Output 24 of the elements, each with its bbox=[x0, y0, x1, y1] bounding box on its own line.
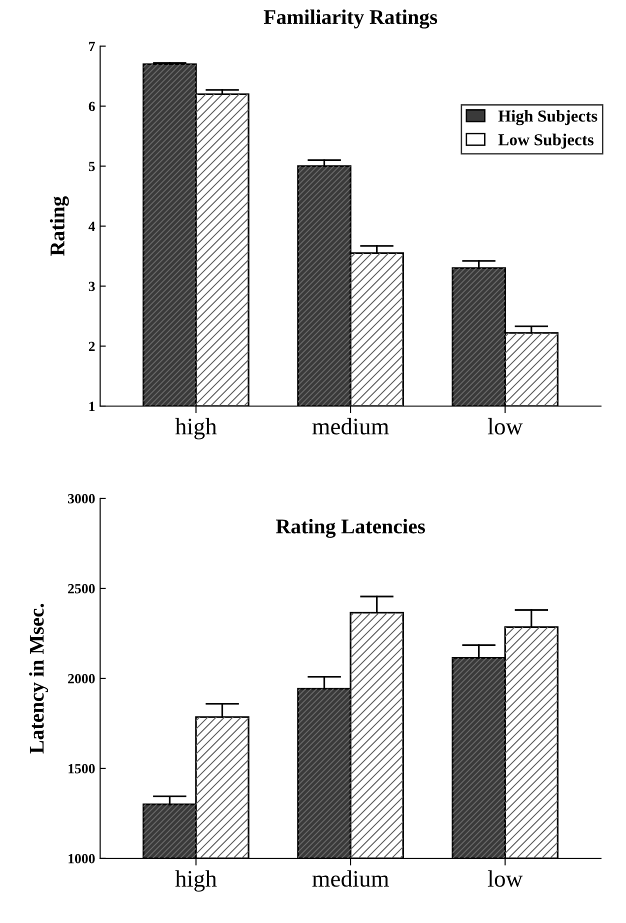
x-tick-label: medium bbox=[312, 418, 389, 435]
y-axis-title: Latency in Msec. bbox=[29, 604, 48, 754]
y-axis-title: Rating bbox=[50, 196, 69, 256]
y-tick-label: 1000 bbox=[68, 854, 95, 864]
y-tick-label: 6 bbox=[88, 102, 95, 112]
y-tick-label: 4 bbox=[88, 222, 96, 231]
chart-title: Familiarity Ratings bbox=[264, 9, 438, 29]
text: Rating Latencies bbox=[276, 518, 425, 538]
y-tick-label: 2000 bbox=[68, 674, 95, 684]
x-tick-label: high bbox=[175, 418, 217, 440]
y-tick-label: 3000 bbox=[68, 494, 95, 504]
y-tick-label: 1 bbox=[89, 402, 95, 411]
y-tick-label: 5 bbox=[88, 162, 95, 172]
x-tick-label: medium bbox=[312, 870, 389, 887]
y-tick-label: 3 bbox=[88, 282, 95, 292]
x-tick-label: low bbox=[488, 870, 523, 887]
legend-label: Low Subjects bbox=[498, 134, 594, 149]
y-tick-label: 1500 bbox=[68, 764, 95, 774]
y-tick-label: 2 bbox=[88, 342, 95, 351]
y-tick-label: 2500 bbox=[68, 584, 95, 594]
x-tick-label: high bbox=[175, 870, 217, 892]
x-tick-label: low bbox=[488, 418, 523, 435]
y-tick-label: 7 bbox=[89, 42, 95, 51]
legend-label: High Subjects bbox=[498, 110, 598, 126]
